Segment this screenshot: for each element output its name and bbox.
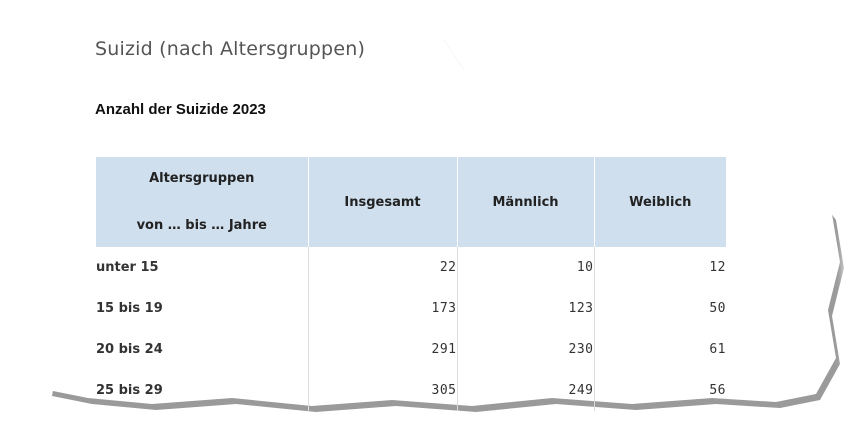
male-cell: 230 — [457, 329, 595, 370]
female-cell: 50 — [709, 301, 726, 316]
table-row: 25 bis 29 305 249 56 — [96, 370, 726, 411]
col-header-female: Weiblich — [594, 157, 726, 247]
col-header-male: Männlich — [457, 157, 595, 247]
table-row: unter 15 22 10 12 — [96, 247, 726, 288]
col-header-age-line1: Altersgruppen — [149, 171, 255, 186]
age-group-cell: 25 bis 29 — [96, 370, 309, 411]
col-header-total: Insgesamt — [308, 157, 458, 247]
female-cell: 56 — [709, 383, 726, 398]
total-cell: 22 — [308, 247, 458, 288]
male-cell: 249 — [457, 370, 595, 411]
total-cell: 291 — [308, 329, 458, 370]
table-caption: Anzahl der Suizide 2023 — [95, 101, 266, 118]
suicide-age-table: Altersgruppen von … bis … Jahre Insgesam… — [96, 157, 726, 411]
table-row: 15 bis 19 173 123 50 — [96, 288, 726, 329]
page-title: Suizid (nach Altersgruppen) — [95, 38, 366, 60]
table-header-row: Altersgruppen von … bis … Jahre Insgesam… — [96, 157, 726, 247]
col-header-age: Altersgruppen von … bis … Jahre — [96, 157, 309, 247]
male-cell: 123 — [457, 288, 595, 329]
age-group-cell: unter 15 — [96, 247, 309, 288]
age-group-cell: 15 bis 19 — [96, 288, 309, 329]
female-cell: 61 — [709, 342, 726, 357]
total-cell: 173 — [308, 288, 458, 329]
male-cell: 10 — [457, 247, 595, 288]
table-row: 20 bis 24 291 230 61 — [96, 329, 726, 370]
female-cell: 12 — [709, 260, 726, 275]
age-group-cell: 20 bis 24 — [96, 329, 309, 370]
col-header-age-line2: von … bis … Jahre — [136, 218, 267, 233]
total-cell: 305 — [308, 370, 458, 411]
